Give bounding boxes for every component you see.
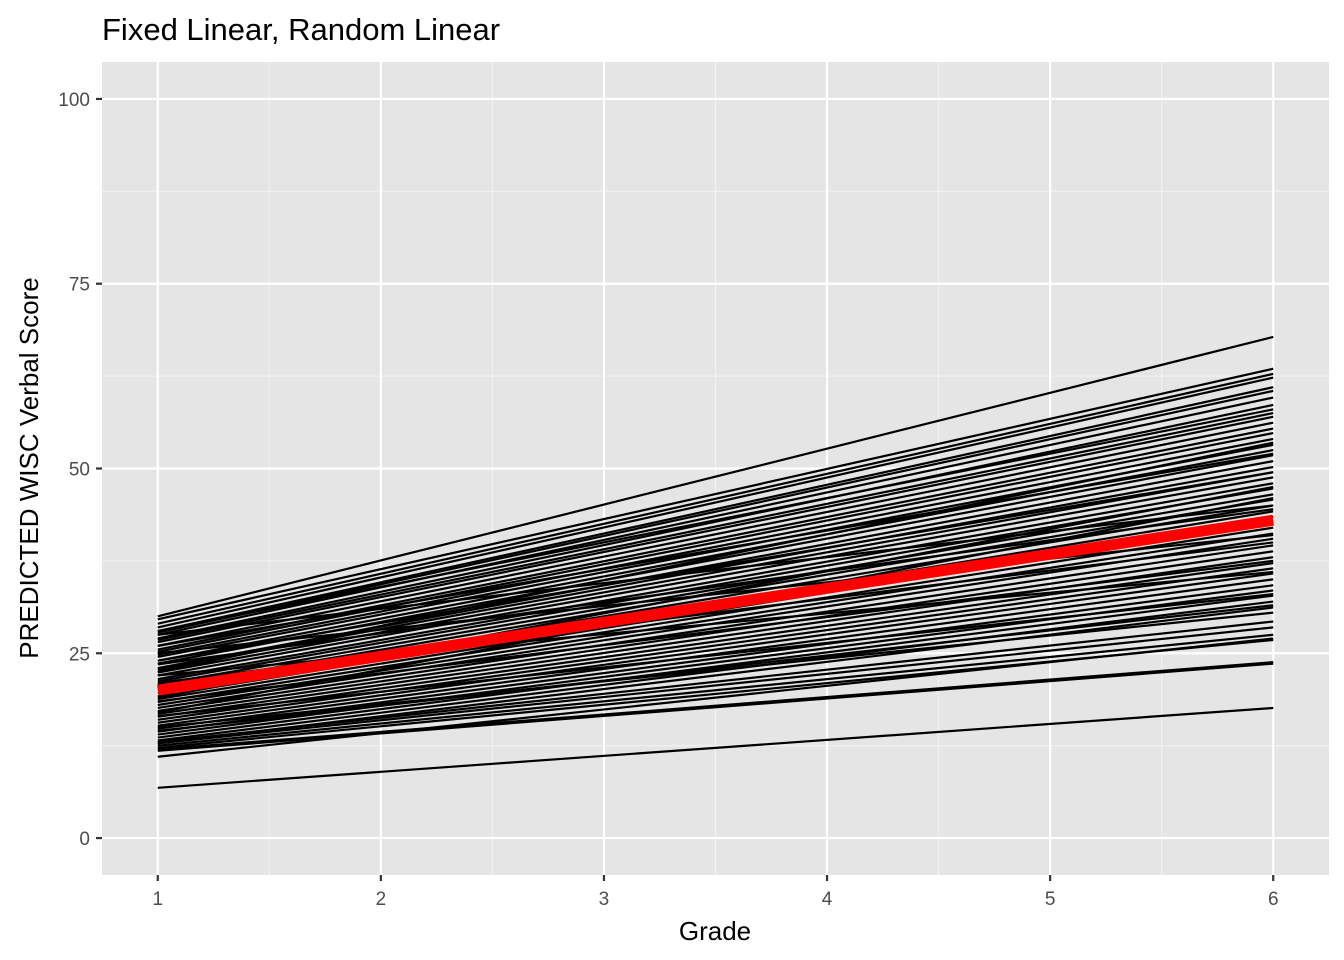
random-effect-line-34: [157, 550, 1274, 715]
random-effect-line-62: [157, 626, 1274, 745]
y-axis: 0 25 50 75 100: [58, 90, 102, 850]
fixed-effect-line-group: [156, 514, 1275, 696]
random-effect-line-65: [157, 661, 1274, 751]
x-tick-label: 3: [599, 889, 610, 910]
random-effect-line-58: [157, 604, 1274, 732]
fixed-effect-line: [156, 514, 1275, 696]
random-effect-line-5: [157, 386, 1274, 633]
random-effect-line-14: [157, 437, 1274, 656]
x-axis: 1 2 3 4 5 6: [152, 875, 1279, 910]
y-tick-label: 75: [69, 275, 90, 296]
x-tick-label: 5: [1045, 889, 1056, 910]
random-effect-line-3: [157, 372, 1274, 625]
random-effect-line-60: [157, 408, 1274, 633]
x-tick-label: 2: [376, 889, 387, 910]
random-effect-line-61: [157, 620, 1274, 744]
random-effect-line-21: [157, 476, 1274, 677]
random-effect-line-43: [157, 600, 1274, 742]
x-tick-label: 6: [1268, 889, 1279, 910]
random-effect-line-4: [157, 376, 1274, 629]
x-tick-label: 4: [822, 889, 833, 910]
random-effect-line-22: [157, 482, 1274, 681]
random-effect-line-68: [157, 706, 1274, 789]
random-effect-line-23: [157, 487, 1274, 683]
random-effect-line-54: [157, 452, 1274, 647]
random-effect-line-57: [157, 593, 1274, 718]
x-tick-label: 1: [152, 889, 163, 910]
random-effect-line-19: [157, 465, 1274, 671]
x-axis-title: Grade: [679, 916, 751, 946]
random-effect-line-37: [157, 567, 1274, 724]
random-effect-line-6: [157, 389, 1274, 634]
y-tick-label: 100: [58, 90, 90, 111]
y-tick-label: 0: [79, 829, 90, 850]
random-effect-line-38: [157, 572, 1274, 727]
y-axis-title: PREDICTED WISC Verbal Score: [14, 277, 44, 658]
random-effect-line-39: [157, 578, 1274, 730]
random-effect-line-30: [157, 526, 1274, 704]
random-effect-line-11: [157, 421, 1274, 647]
random-effect-line-44: [157, 606, 1274, 745]
y-tick-label: 25: [69, 644, 90, 665]
random-effect-line-53: [157, 559, 1274, 703]
random-effect-line-42: [157, 594, 1274, 739]
random-effect-line-45: [157, 611, 1274, 729]
random-effect-line-55: [157, 508, 1274, 666]
random-effect-line-13: [157, 431, 1274, 653]
random-effect-line-2: [157, 367, 1274, 621]
random-effect-line-10: [157, 415, 1274, 644]
random-effect-line-9: [157, 411, 1274, 642]
random-effect-line-63: [157, 633, 1274, 747]
chart-title: Fixed Linear, Random Linear: [102, 12, 500, 47]
random-effect-line-59: [157, 441, 1274, 673]
random-effect-line-67: [157, 637, 1274, 758]
random-effect-line-1: [157, 335, 1274, 618]
y-tick-label: 50: [69, 460, 90, 481]
random-effect-line-8: [157, 403, 1274, 640]
random-effect-line-33: [157, 544, 1274, 713]
random-effect-line-51: [157, 471, 1274, 662]
